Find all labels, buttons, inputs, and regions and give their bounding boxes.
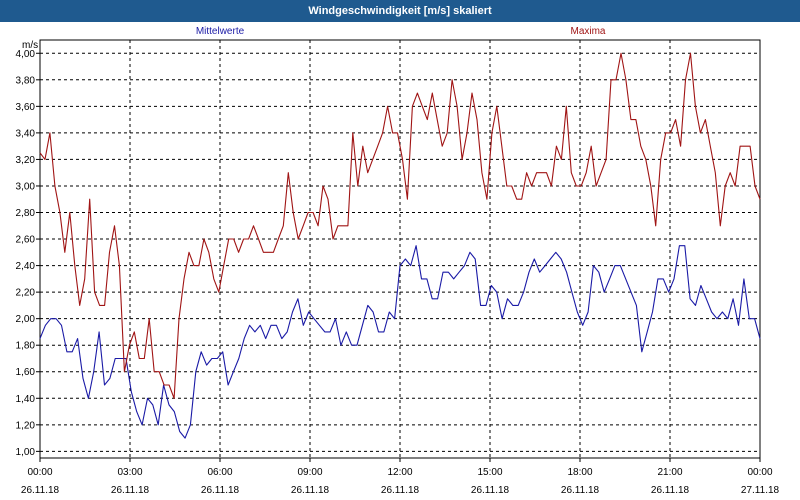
window-title: Windgeschwindigkeit [m/s] skaliert: [0, 0, 800, 22]
y-tick-label: 2,80: [16, 208, 36, 219]
series-lines: [39, 52, 761, 439]
y-tick-label: 1,20: [16, 420, 36, 431]
y-tick-label: 2,20: [16, 288, 36, 299]
x-tick-date-label: 26.11.18: [21, 485, 60, 496]
x-tick-date-label: 27.11.18: [741, 485, 780, 496]
legend-maxima: Maxima: [570, 26, 605, 37]
x-tick-time-label: 00:00: [27, 467, 52, 478]
y-tick-label: 3,80: [16, 75, 36, 86]
y-tick-label: 1,00: [16, 447, 36, 458]
x-tick-date-label: 26.11.18: [291, 485, 330, 496]
y-tick-label: 2,00: [16, 314, 36, 325]
x-tick-date-label: 26.11.18: [381, 485, 420, 496]
x-tick-date-label: 26.11.18: [111, 485, 150, 496]
y-tick-label: 2,40: [16, 261, 36, 272]
x-tick-time-label: 06:00: [207, 467, 232, 478]
x-tick-time-label: 09:00: [297, 467, 322, 478]
x-tick-time-label: 21:00: [657, 467, 682, 478]
x-tick-time-label: 03:00: [117, 467, 142, 478]
x-tick-date-label: 26.11.18: [561, 485, 600, 496]
x-tick-date-label: 26.11.18: [651, 485, 690, 496]
y-axis-label: m/s: [22, 40, 38, 51]
series-line-mittelwerte: [39, 245, 761, 439]
x-tick-date-label: 26.11.18: [201, 485, 240, 496]
y-tick-label: 3,20: [16, 155, 36, 166]
y-tick-label: 1,40: [16, 394, 36, 405]
x-tick-time-label: 12:00: [387, 467, 412, 478]
x-tick-date-label: 26.11.18: [471, 485, 510, 496]
y-tick-label: 3,60: [16, 102, 36, 113]
grid-lines: [40, 40, 760, 458]
x-tick-time-label: 15:00: [477, 467, 502, 478]
y-tick-label: 3,00: [16, 181, 36, 192]
y-tick-label: 4,00: [16, 49, 36, 60]
wind-speed-chart: 1,00 1,20 1,40 1,60 1,80 2,00 2,20 2,40 2,60 2,80…: [16, 26, 780, 496]
x-tick-time-label: 18:00: [567, 467, 592, 478]
x-tick-time-label: 00:00: [747, 467, 772, 478]
y-tick-label: 3,40: [16, 128, 36, 139]
y-tick-label: 1,60: [16, 367, 36, 378]
legend-mittelwerte: Mittelwerte: [196, 26, 245, 37]
x-axis: 00:00 26.11.18 03:00 26.11.18 06:00 26.11.18 0…: [21, 458, 780, 496]
y-tick-label: 2,60: [16, 235, 36, 246]
y-tick-label: 1,80: [16, 341, 36, 352]
series-line-maxima: [39, 52, 761, 399]
y-axis: 1,00 1,20 1,40 1,60 1,80 2,00 2,20 2,40 2,60 2,80…: [16, 49, 40, 458]
